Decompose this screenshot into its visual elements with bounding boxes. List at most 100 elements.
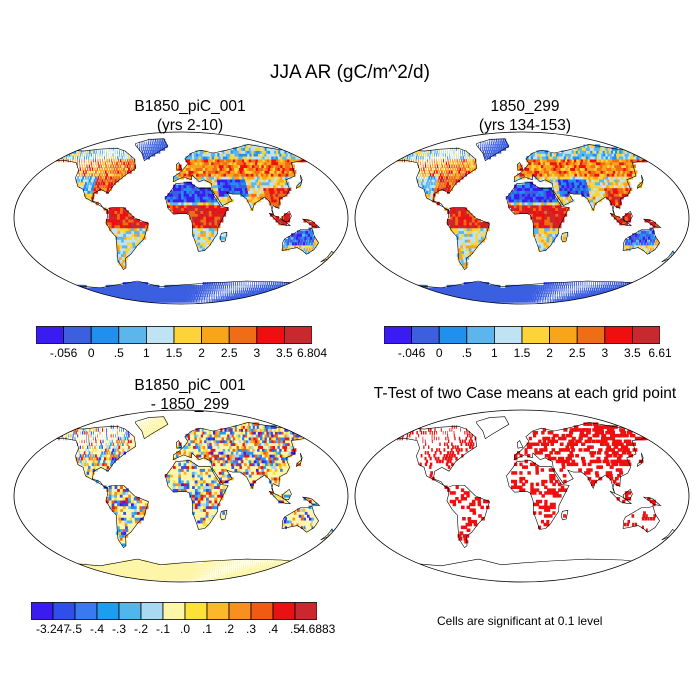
colorbar-label: 0 (87, 346, 95, 360)
coastline-eurasia (172, 144, 313, 216)
colorbar-swatch (631, 326, 660, 344)
panel-3-title-line2: - 1850_299 (150, 396, 230, 413)
coastline-indonesia (268, 212, 292, 226)
map-border (13, 131, 349, 305)
coastline-indonesia (609, 212, 633, 226)
colorbar-panel-3: -3.247 -.5 -.4 -.3 -.2 -.1 .0 .1 .2 .3 .4 .5 4.6883 (31, 602, 335, 638)
colorbar-swatches (36, 326, 312, 344)
coastline-borneo (622, 210, 633, 223)
colorbar-swatch (90, 326, 120, 344)
coastline-japan (295, 174, 303, 190)
coastline-southAmerica (105, 485, 149, 549)
colorbar-swatch (140, 602, 164, 620)
coastline-newGuinea (302, 496, 321, 507)
coastline-borneo (281, 210, 292, 223)
colorbar-swatch (466, 326, 495, 344)
coastline-greenland (476, 138, 510, 162)
colorbar-label: 3 (253, 346, 261, 360)
colorbar-label: 2 (546, 346, 553, 360)
panel-4-title-line1: T-Test of two Case means at each grid po… (373, 385, 677, 402)
coastline-indonesia (268, 490, 292, 504)
map-grid-cells (396, 138, 675, 303)
coastline-newZealand (320, 250, 336, 263)
coastline-borneo (281, 488, 292, 501)
coastlines (54, 138, 336, 304)
coastline-australia (622, 228, 660, 255)
colorbar-label: 4.6883 (298, 622, 336, 636)
colorbar-swatch (411, 326, 440, 344)
coastline-antarctica (54, 558, 308, 582)
colorbar-label: -.3 (111, 622, 127, 636)
coastline-britain (516, 440, 524, 449)
coastline-britain (516, 162, 524, 171)
coastline-southAmerica (446, 485, 490, 549)
panel-3-title-line1: B1850_piC_001 (134, 377, 246, 394)
coastline-newGuinea (643, 496, 662, 507)
coastline-africa (506, 182, 570, 252)
coastlines (54, 416, 336, 582)
coastlines (395, 416, 677, 582)
colorbar-label: 0 (435, 346, 443, 360)
colorbar-label: -.046 (397, 346, 426, 360)
colorbar-label: -.5 (67, 622, 83, 636)
colorbar-label: 1.5 (165, 346, 183, 360)
colorbar-swatch (384, 326, 413, 344)
map-panel-1 (13, 131, 349, 305)
coastline-britain (175, 440, 183, 449)
coastline-japan (295, 452, 303, 468)
coastline-newGuinea (643, 218, 662, 229)
colorbar-swatch (549, 326, 578, 344)
coastline-australia (281, 506, 319, 533)
coastline-borneo (622, 488, 633, 501)
coastline-japan (636, 174, 644, 190)
colorbar-label: 1.5 (513, 346, 531, 360)
significance-note: Cells are significant at 0.1 level (437, 614, 603, 628)
coastline-eurasia (172, 422, 313, 494)
coastline-southAmerica (446, 207, 490, 271)
coastline-japan (636, 452, 644, 468)
map-grid-cells (55, 138, 334, 303)
colorbar-swatch (256, 326, 285, 344)
map-panel-3 (13, 409, 349, 583)
coastline-madagascar (219, 509, 228, 521)
colorbar-swatch (36, 326, 65, 344)
panel-3-title: B1850_piC_001 - 1850_299 (35, 376, 345, 414)
colorbar-swatch (206, 602, 230, 620)
colorbar-label: 2 (198, 346, 205, 360)
colorbar-swatch (250, 602, 274, 620)
map-grid-cells (55, 416, 334, 581)
colorbar-label: -3.247 (35, 622, 71, 636)
colorbar-label: .5 (113, 346, 124, 360)
coastline-greenland (135, 416, 169, 440)
colorbar-swatch (438, 326, 468, 344)
colorbar-swatch (294, 602, 317, 620)
coastline-newZealand (661, 528, 677, 541)
colorbar-label: 1 (491, 346, 498, 360)
colorbar-swatch (494, 326, 523, 344)
colorbar-swatch (283, 326, 312, 344)
coastline-antarctica (395, 280, 649, 304)
colorbar-swatch (63, 326, 92, 344)
map-border (354, 409, 690, 583)
colorbar-swatch (576, 326, 606, 344)
colorbar-panel-1: -.056 0 .5 1 1.5 2 2.5 3 3.5 6.804 (36, 326, 327, 362)
colorbar-label: .1 (201, 622, 213, 636)
colorbar-label: .5 (289, 622, 301, 636)
colorbar-swatch (604, 326, 633, 344)
colorbar-label: .3 (245, 622, 257, 636)
colorbar-swatch (272, 602, 296, 620)
colorbar-swatch (96, 602, 120, 620)
main-title: JJA AR (gC/m^2/d) (270, 62, 430, 83)
coastline-africa (165, 460, 229, 530)
colorbar-swatch (74, 602, 98, 620)
colorbar-label: -.1 (155, 622, 171, 636)
colorbar-label: .4 (267, 622, 279, 636)
map-panel-2 (354, 131, 690, 305)
colorbar-label: 1 (143, 346, 150, 360)
colorbar-swatch (228, 602, 252, 620)
coastline-britain (175, 162, 183, 171)
coastline-southAmerica (105, 207, 149, 271)
colorbar-label: .5 (461, 346, 472, 360)
panel-2-title: 1850_299 (yrs 134-153) (370, 97, 680, 135)
coastline-madagascar (560, 509, 569, 521)
